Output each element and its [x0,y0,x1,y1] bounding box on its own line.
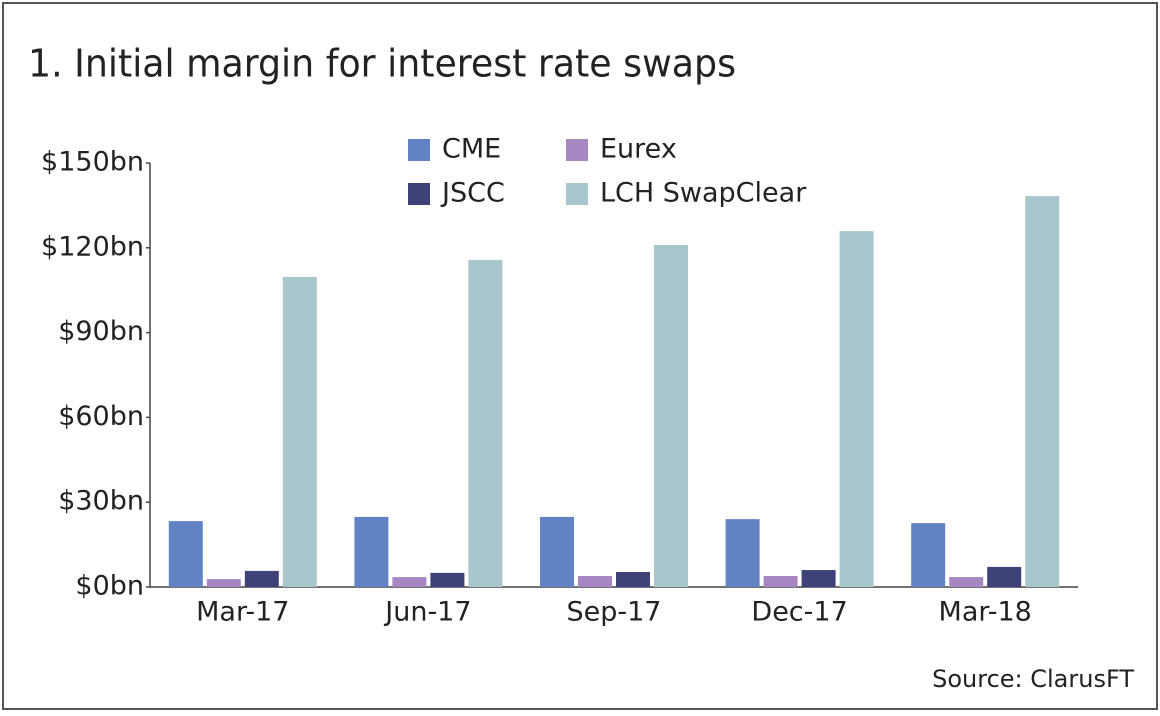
y-tick-label: $0bn [75,571,144,602]
bar [987,566,1022,587]
y-tick-label: $90bn [58,316,144,347]
bar [540,516,574,587]
bar [168,521,203,587]
legend-swatch [408,139,430,161]
y-tick-label: $30bn [58,486,144,517]
x-tick-label: Mar-18 [939,597,1032,628]
bar [801,570,836,587]
bar [430,572,465,587]
bar [839,231,874,587]
x-tick-label: Sep-17 [567,597,662,628]
bar [763,575,798,587]
legend-label: Eurex [600,134,677,165]
legend-swatch [566,183,588,205]
legend-swatch [408,183,430,205]
bar [206,579,241,587]
bar [578,575,612,587]
bar [392,577,427,587]
legend-label: LCH SwapClear [600,178,807,209]
bar [354,516,389,587]
source: Source: ClarusFT [932,665,1134,693]
chart-title: 1. Initial margin for interest rate swap… [28,42,736,86]
y-tick-label: $120bn [41,231,144,262]
legend-swatch [566,139,588,161]
legend-label: CME [442,134,501,165]
bar [725,519,760,587]
bar [244,570,279,587]
bar [949,577,984,587]
bar [654,244,688,587]
y-tick-label: $60bn [58,401,144,432]
legend-label: JSCC [440,178,505,209]
bar [911,523,946,587]
x-tick-label: Jun-17 [383,597,471,628]
bar [468,259,503,587]
bar [616,572,650,587]
x-tick-label: Mar-17 [196,597,289,628]
y-tick-label: $150bn [41,147,144,178]
bar [1025,196,1060,587]
bar [282,276,317,587]
x-tick-label: Dec-17 [751,597,847,628]
